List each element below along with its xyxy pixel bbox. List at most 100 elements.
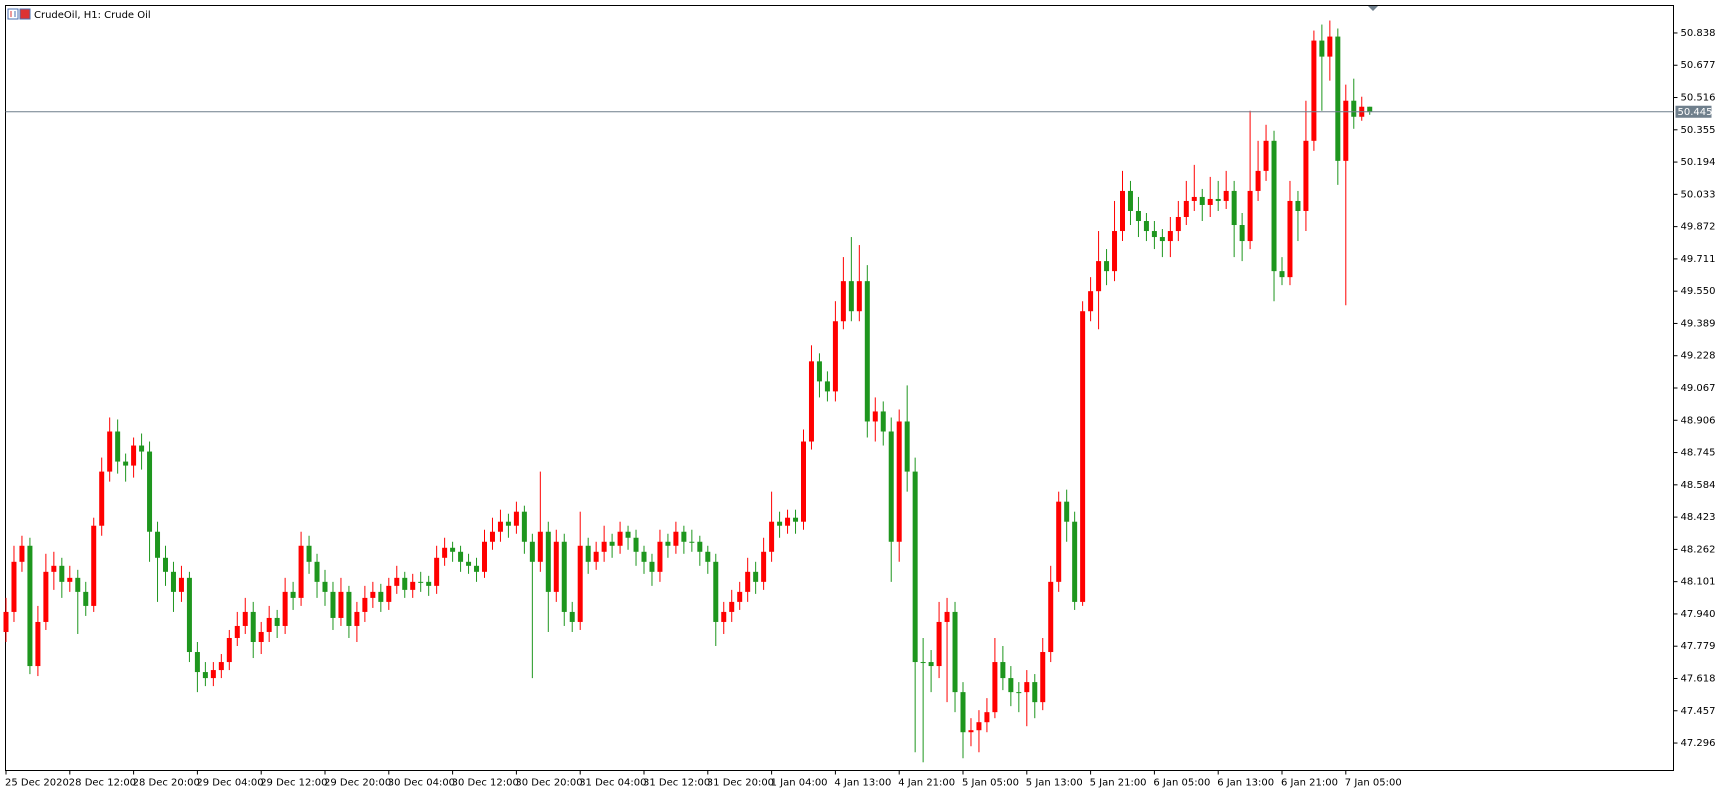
candle-body [848, 281, 854, 312]
x-tick-label: 31 Dec 12:00 [643, 778, 710, 789]
candle-body [426, 581, 432, 586]
candle-body [1287, 200, 1293, 278]
candle-body [896, 421, 902, 542]
candle-body [920, 662, 926, 664]
y-tick-label: 50.033 [1681, 189, 1716, 200]
candle-body [147, 451, 153, 532]
candle-body [1271, 140, 1277, 272]
candle-body [370, 591, 376, 598]
x-tick-label: 29 Dec 12:00 [260, 778, 327, 789]
candle-body [1040, 652, 1046, 703]
candle-body [984, 712, 990, 723]
candle-body [386, 585, 392, 602]
candle-body [274, 617, 280, 626]
y-tick-label: 47.296 [1681, 738, 1716, 749]
y-tick-label: 47.940 [1681, 609, 1716, 620]
candle-body [561, 541, 567, 612]
candle-body [107, 431, 113, 472]
candle-body [673, 531, 679, 546]
candle-body [466, 561, 472, 566]
chart-title: CrudeOil, H1: Crude Oil [34, 10, 151, 21]
y-tick-label: 49.711 [1681, 254, 1716, 265]
icon-box [19, 8, 31, 20]
candle-body [777, 521, 783, 526]
candle-body [354, 611, 360, 626]
candle-body [43, 571, 49, 622]
candle-body [633, 537, 639, 552]
candle-body [27, 545, 33, 667]
candle-body [793, 517, 799, 522]
x-tick-label: 28 Dec 20:00 [133, 778, 200, 789]
candle-body [434, 557, 440, 586]
y-tick-label: 49.872 [1681, 222, 1716, 233]
candle-body [218, 662, 224, 671]
candle-body [338, 591, 344, 618]
candle-body [322, 581, 328, 592]
y-tick-label: 47.457 [1681, 706, 1716, 717]
candle-body [250, 611, 256, 642]
candle-body [816, 361, 822, 382]
candle-body [131, 445, 137, 466]
x-tick-label: 6 Jan 05:00 [1153, 778, 1210, 789]
candle-body [593, 551, 599, 562]
candle-body [753, 571, 759, 582]
candle-body [83, 591, 89, 606]
candle-body [11, 561, 17, 612]
y-tick-label: 50.194 [1681, 157, 1716, 168]
x-tick-label: 25 Dec 2020 [5, 778, 69, 789]
candle-body [170, 571, 176, 592]
candle-body [505, 521, 511, 526]
candle-body [785, 517, 791, 526]
candle-body [1167, 231, 1173, 242]
candle-body [1080, 311, 1086, 602]
y-tick-label: 48.745 [1681, 448, 1716, 459]
x-tick-label: 31 Dec 20:00 [707, 778, 774, 789]
candle-body [968, 730, 974, 733]
candle-body [1239, 225, 1245, 242]
candle-body [769, 521, 775, 552]
candle-body [936, 621, 942, 667]
y-tick-label: 48.906 [1681, 415, 1716, 426]
candle-body [51, 565, 57, 572]
candle-body [210, 670, 216, 679]
candle-body [402, 577, 408, 590]
x-tick-label: 4 Jan 21:00 [898, 778, 955, 789]
candle-body [1104, 261, 1110, 272]
candle-body [1247, 190, 1253, 242]
candle-body [992, 662, 998, 713]
candle-body [1311, 40, 1317, 141]
candle-body [745, 571, 751, 592]
candle-body [482, 541, 487, 572]
candle-body [960, 692, 966, 733]
candle-body [1056, 501, 1062, 582]
candle-body [330, 591, 336, 618]
candle-body [928, 662, 934, 667]
y-tick-label: 50.355 [1681, 125, 1716, 136]
candle-body [737, 591, 743, 602]
candle-body [346, 591, 352, 626]
y-tick-label: 48.262 [1681, 544, 1716, 555]
candle-body [1223, 190, 1229, 201]
y-tick-label: 50.838 [1681, 28, 1716, 39]
candle-body [569, 611, 575, 622]
candle-body [1367, 106, 1373, 112]
candle-body [1016, 692, 1022, 694]
candle-body [91, 525, 97, 606]
candle-body [872, 411, 878, 422]
candle-body [617, 531, 623, 546]
candle-body [601, 541, 607, 552]
candle-body [418, 581, 424, 583]
candle-body [306, 545, 312, 562]
candle-body [1319, 40, 1325, 57]
candle-body [912, 471, 918, 663]
x-tick-label: 6 Jan 21:00 [1281, 778, 1338, 789]
candle-body [186, 577, 192, 653]
candle-body [801, 441, 806, 522]
candle-body [1048, 581, 1054, 653]
candle-body [1008, 678, 1014, 693]
candle-body [697, 541, 703, 552]
x-tick-label: 28 Dec 12:00 [69, 778, 136, 789]
